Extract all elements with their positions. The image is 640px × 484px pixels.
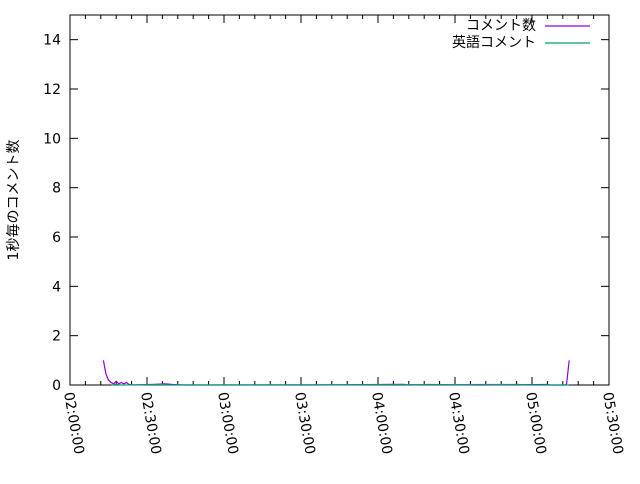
y-tick-label: 6: [52, 230, 61, 246]
x-tick-label: 03:30:00: [291, 391, 318, 456]
x-tick-label: 05:30:00: [599, 391, 626, 456]
x-tick-label: 02:30:00: [137, 391, 164, 456]
x-tick-label: 02:00:00: [60, 391, 87, 456]
y-tick-label: 12: [43, 82, 61, 98]
x-tick-label: 05:00:00: [522, 391, 549, 456]
y-tick-label: 10: [43, 131, 61, 147]
legend-label-0: コメント数: [466, 18, 536, 34]
legend: コメント数 英語コメント: [452, 18, 590, 51]
y-tick-label: 4: [52, 279, 61, 295]
y-tick-label: 2: [52, 329, 61, 345]
x-tick-label: 04:00:00: [368, 391, 395, 456]
plot-border: [69, 14, 610, 386]
series-line-1: [111, 383, 570, 386]
x-tick-label: 03:00:00: [214, 391, 241, 456]
x-tick-label: 04:30:00: [445, 391, 472, 456]
y-tick-label: 8: [52, 181, 61, 197]
y-tick-label: 14: [43, 33, 61, 49]
legend-label-1: 英語コメント: [452, 34, 536, 51]
axes: 0 2 4 6 8 10 12 14 02:00:00 02:30:00 03:00:00 03:30…: [43, 14, 626, 456]
y-axis-label: 1秒毎のコメント数: [6, 140, 22, 261]
plot-area: [102, 360, 570, 386]
series-line-0: [102, 360, 570, 386]
y-tick-label: 0: [52, 378, 61, 394]
